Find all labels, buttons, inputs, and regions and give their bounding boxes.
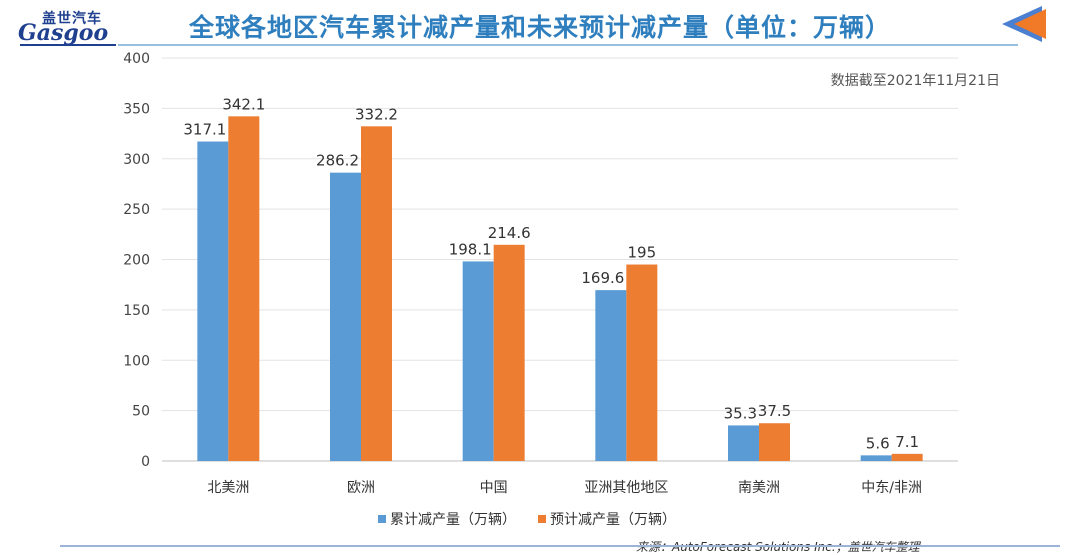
data-label: 35.3 bbox=[724, 404, 757, 422]
y-tick-label: 100 bbox=[123, 353, 150, 369]
y-tick-label: 250 bbox=[123, 202, 150, 218]
data-label: 214.6 bbox=[488, 224, 531, 242]
logo-en-text: Gasgoo bbox=[18, 20, 109, 46]
date-note: 数据截至2021年11月21日 bbox=[830, 73, 1000, 89]
bar-series2 bbox=[361, 126, 392, 461]
legend-item-series1: 累计减产量（万辆） bbox=[378, 509, 516, 529]
logo-cn-text: 盖世汽车 bbox=[42, 11, 102, 27]
data-label: 5.6 bbox=[866, 434, 890, 452]
legend-label-series1: 累计减产量（万辆） bbox=[390, 512, 516, 528]
x-tick-label: 亚洲其他地区 bbox=[584, 480, 668, 496]
logo-underline bbox=[20, 44, 116, 46]
y-tick-label: 300 bbox=[123, 152, 150, 168]
legend-item-series2: 预计减产量（万辆） bbox=[538, 509, 676, 529]
data-label: 332.2 bbox=[355, 105, 398, 123]
data-label: 317.1 bbox=[183, 121, 226, 139]
bar-series1 bbox=[728, 425, 759, 461]
data-label: 169.6 bbox=[581, 269, 624, 287]
bar-series2 bbox=[493, 244, 525, 461]
data-label: 7.1 bbox=[895, 433, 919, 451]
x-tick-label: 南美洲 bbox=[738, 480, 780, 496]
legend: 累计减产量（万辆） 预计减产量（万辆） bbox=[378, 509, 676, 529]
x-tick-label: 中国 bbox=[480, 480, 508, 496]
legend-label-series2: 预计减产量（万辆） bbox=[550, 512, 676, 528]
data-label: 342.1 bbox=[222, 95, 265, 113]
x-tick-label: 欧洲 bbox=[347, 480, 375, 496]
chart-title: 全球各地区汽车累计减产量和未来预计减产量（单位：万辆） bbox=[188, 13, 891, 42]
y-tick-label: 400 bbox=[123, 51, 150, 67]
bar-series1 bbox=[595, 290, 627, 461]
legend-swatch-series2 bbox=[538, 515, 546, 523]
gasgoo-logo: 盖世汽车 Gasgoo bbox=[14, 6, 116, 46]
y-tick-label: 200 bbox=[123, 253, 150, 269]
bar-series2 bbox=[228, 116, 260, 461]
bar-series2 bbox=[891, 453, 923, 461]
data-label: 286.2 bbox=[316, 152, 359, 170]
title-divider bbox=[118, 44, 1018, 46]
bar-series1 bbox=[462, 261, 494, 461]
y-tick-label: 0 bbox=[141, 454, 150, 470]
x-tick-label: 中东/非洲 bbox=[861, 480, 922, 496]
bar-series2 bbox=[626, 264, 658, 461]
bar-series2 bbox=[759, 423, 790, 461]
y-tick-label: 350 bbox=[123, 101, 150, 117]
y-tick-label: 150 bbox=[123, 303, 150, 319]
data-label: 195 bbox=[628, 244, 657, 262]
bar-series1 bbox=[330, 172, 361, 461]
legend-swatch-series1 bbox=[378, 515, 386, 523]
y-tick-label: 50 bbox=[132, 404, 150, 420]
bottom-divider bbox=[60, 545, 1060, 547]
bar-series1 bbox=[860, 455, 892, 461]
data-label: 198.1 bbox=[449, 240, 492, 258]
back-arrow-icon[interactable] bbox=[1002, 6, 1054, 42]
data-label: 37.5 bbox=[758, 402, 791, 420]
bar-series1 bbox=[197, 141, 229, 462]
x-tick-label: 北美洲 bbox=[207, 480, 249, 496]
